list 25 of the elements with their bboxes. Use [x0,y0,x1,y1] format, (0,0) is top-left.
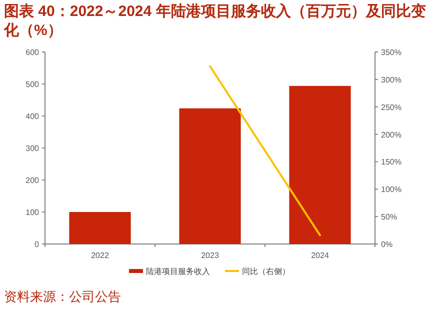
y2-tick-label: 150% [381,158,402,167]
x-tick-label: 2022 [91,251,110,260]
chart-title: 图表 40：2022～2024 年陆港项目服务收入（百万元）及同比变化（%） [4,2,427,40]
y2-tick-label: 100% [381,185,402,194]
y-tick-label: 500 [26,80,40,89]
x-tick-label: 2024 [311,251,330,260]
x-tick-label: 2023 [201,251,220,260]
y2-tick-label: 50% [381,212,398,222]
y-tick-label: 300 [26,144,40,153]
y-tick-label: 400 [26,112,40,121]
text: 资料来源：公司公告 [4,288,121,306]
y2-tick-label: 200% [381,130,402,140]
y-tick-label: 600 [26,48,40,57]
y2-tick-label: 250% [381,102,402,112]
y2-tick-label: 350% [381,48,402,57]
y-tick-label: 100 [26,208,40,217]
y2-tick-label: 300% [381,75,402,84]
y2-tick-label: 0% [381,240,393,249]
bar [179,108,241,244]
y-tick-label: 0 [34,240,40,249]
y-tick-label: 200 [26,176,40,185]
bar [69,212,131,244]
legend-label: 同比（右侧） [242,267,290,276]
bar [289,86,351,244]
legend-label: 陆港项目服务收入 [146,267,210,276]
